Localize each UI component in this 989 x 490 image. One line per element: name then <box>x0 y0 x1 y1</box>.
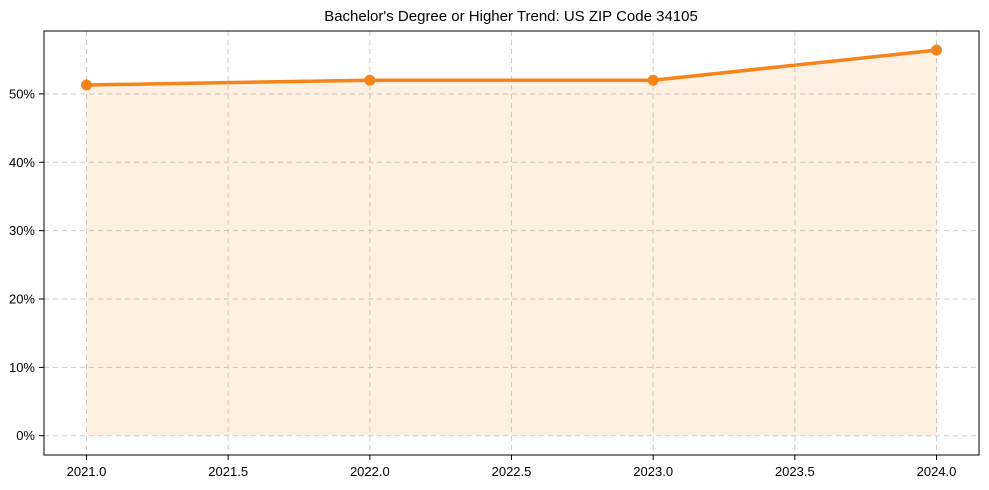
chart-title: Bachelor's Degree or Higher Trend: US ZI… <box>324 8 698 25</box>
x-tick-label: 2023.0 <box>633 464 673 479</box>
x-tick-label: 2021.5 <box>208 464 248 479</box>
y-tick-label: 50% <box>9 86 35 101</box>
y-tick-label: 10% <box>9 360 35 375</box>
grid-layer <box>44 31 979 455</box>
x-tick-label: 2024.0 <box>917 464 957 479</box>
x-tick-label: 2023.5 <box>775 464 815 479</box>
area-layer <box>86 50 937 436</box>
data-point-marker <box>647 74 659 86</box>
x-tick-label: 2022.0 <box>350 464 390 479</box>
x-tick-label: 2021.0 <box>67 464 107 479</box>
marker-layer <box>81 44 942 91</box>
y-tick-label: 0% <box>16 428 35 443</box>
tick-layer <box>39 93 937 460</box>
plot-frame <box>43 30 980 456</box>
x-tick-label: 2022.5 <box>492 464 532 479</box>
data-point-marker <box>931 44 942 56</box>
data-point-marker <box>364 74 376 86</box>
line-layer <box>84 48 939 87</box>
data-point-marker <box>81 79 92 91</box>
y-tick-label: 40% <box>9 155 35 170</box>
y-tick-label: 30% <box>9 223 35 238</box>
y-tick-label: 20% <box>9 291 35 306</box>
label-layer: 0% 10% 20% 30% 40% 50% 2021.0 2021.5 2022.0 2022.… <box>9 86 956 479</box>
trend-line <box>84 48 939 87</box>
area-fill <box>86 50 937 436</box>
